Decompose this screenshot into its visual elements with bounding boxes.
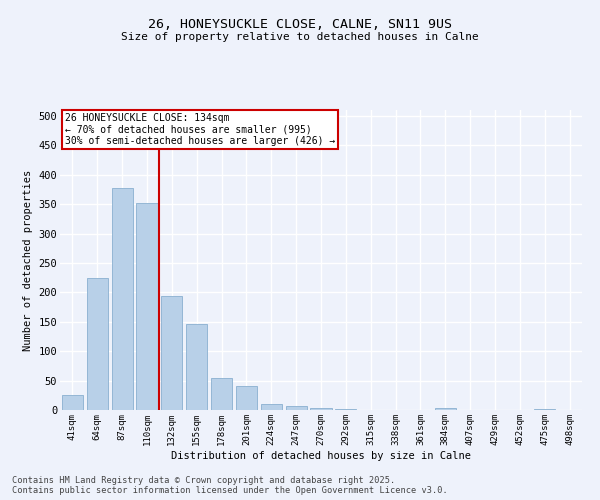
Bar [112, 188, 133, 410]
Bar [435, 408, 456, 410]
Bar [236, 386, 257, 410]
Bar [62, 396, 83, 410]
Text: Size of property relative to detached houses in Calne: Size of property relative to detached ho… [121, 32, 479, 42]
Text: 26, HONEYSUCKLE CLOSE, CALNE, SN11 9US: 26, HONEYSUCKLE CLOSE, CALNE, SN11 9US [148, 18, 452, 30]
Text: 26 HONEYSUCKLE CLOSE: 134sqm
← 70% of detached houses are smaller (995)
30% of s: 26 HONEYSUCKLE CLOSE: 134sqm ← 70% of de… [65, 113, 335, 146]
Bar [186, 324, 207, 410]
X-axis label: Distribution of detached houses by size in Calne: Distribution of detached houses by size … [171, 450, 471, 460]
Bar [211, 378, 232, 410]
Y-axis label: Number of detached properties: Number of detached properties [23, 170, 33, 350]
Bar [335, 409, 356, 410]
Bar [534, 409, 555, 410]
Text: Contains HM Land Registry data © Crown copyright and database right 2025.
Contai: Contains HM Land Registry data © Crown c… [12, 476, 448, 495]
Bar [136, 203, 158, 410]
Bar [87, 278, 108, 410]
Bar [286, 406, 307, 410]
Bar [310, 408, 332, 410]
Bar [261, 404, 282, 410]
Bar [161, 296, 182, 410]
